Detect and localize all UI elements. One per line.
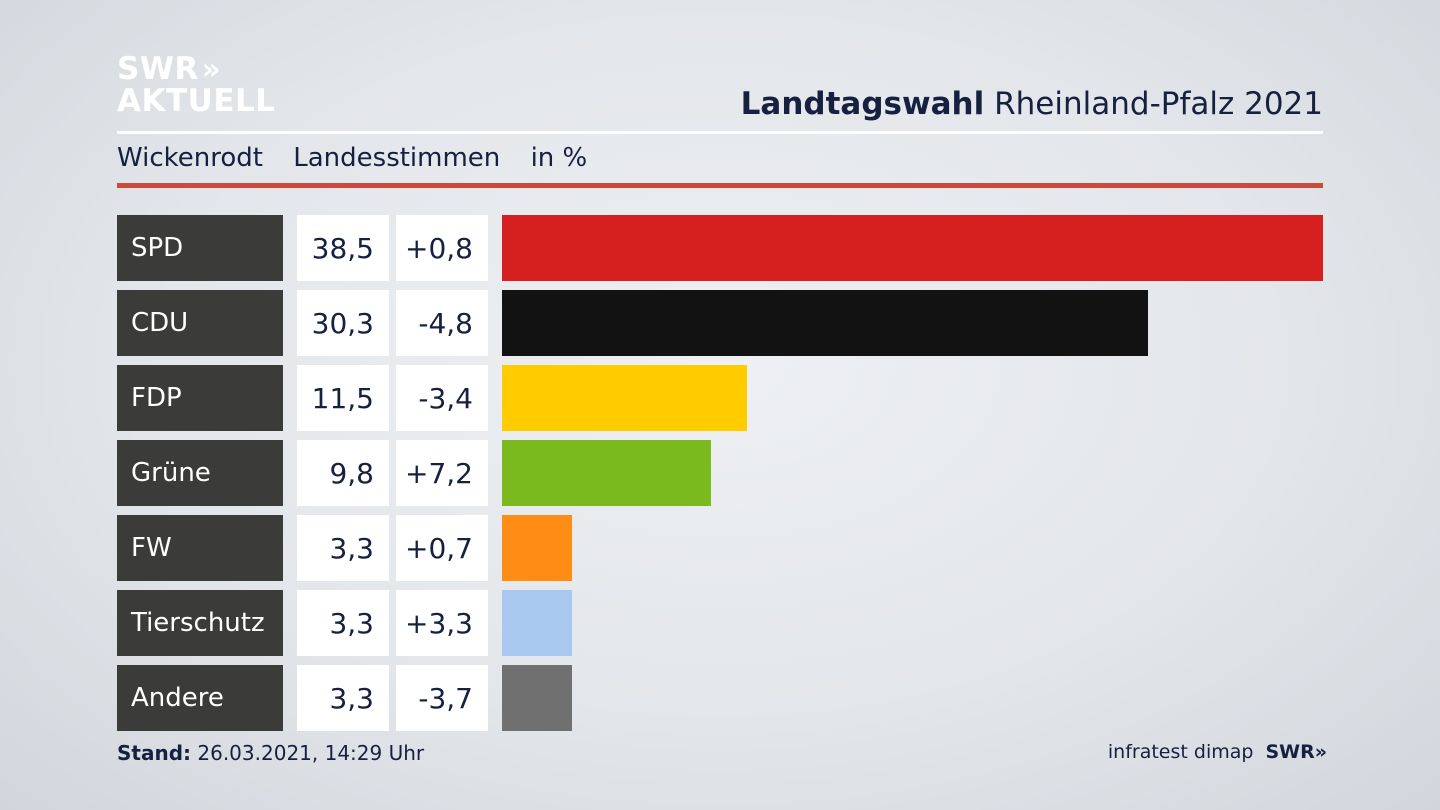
title-bold: Landtagswahl <box>740 86 985 122</box>
swr-aktuell-logo: SWR » AKTUELL <box>117 53 276 117</box>
change-label: -3,7 <box>396 665 488 731</box>
party-label: Andere <box>117 665 283 731</box>
value-label: 3,3 <box>297 590 389 656</box>
change-label: +0,7 <box>396 515 488 581</box>
party-label: FW <box>117 515 283 581</box>
source-text: infratest dimap <box>1107 741 1254 763</box>
footer-swr-logo: SWR <box>1265 741 1315 763</box>
party-label: Grüne <box>117 440 283 506</box>
party-label: CDU <box>117 290 283 356</box>
timestamp: Stand: 26.03.2021, 14:29 Uhr <box>117 741 424 765</box>
change-label: -4,8 <box>396 290 488 356</box>
subtitle-divider <box>117 183 1323 188</box>
bar-tierschutz <box>502 590 572 656</box>
change-label: +0,8 <box>396 215 488 281</box>
party-label: SPD <box>117 215 283 281</box>
subtitle-place: Wickenrodt <box>117 143 263 173</box>
chart-title: Landtagswahl Rheinland-Pfalz 2021 <box>741 86 1323 122</box>
logo-aktuell-text: AKTUELL <box>117 83 276 119</box>
source-credit: infratest dimap SWR » <box>1107 741 1327 763</box>
subtitle-unit: in % <box>530 143 588 173</box>
bar-spd <box>502 215 1323 281</box>
bar-fw <box>502 515 572 581</box>
change-label: +3,3 <box>396 590 488 656</box>
footer-chevron-icon: » <box>1314 741 1327 763</box>
value-label: 3,3 <box>297 515 389 581</box>
bar-fdp <box>502 365 747 431</box>
subtitle-measure: Landesstimmen <box>293 143 501 173</box>
value-label: 11,5 <box>297 365 389 431</box>
logo-swr-text: SWR <box>117 51 199 87</box>
value-label: 30,3 <box>297 290 389 356</box>
stand-label: Stand: <box>117 741 192 765</box>
party-label: FDP <box>117 365 283 431</box>
header-divider <box>117 131 1323 134</box>
party-label: Tierschutz <box>117 590 283 656</box>
stand-value: 26.03.2021, 14:29 Uhr <box>197 741 425 765</box>
value-label: 38,5 <box>297 215 389 281</box>
change-label: +7,2 <box>396 440 488 506</box>
bar-grüne <box>502 440 711 506</box>
title-rest: Rheinland-Pfalz 2021 <box>994 86 1323 122</box>
value-label: 3,3 <box>297 665 389 731</box>
bar-andere <box>502 665 572 731</box>
value-label: 9,8 <box>297 440 389 506</box>
chart-subtitle: Wickenrodt Landesstimmen in % <box>117 143 609 173</box>
bar-cdu <box>502 290 1148 356</box>
change-label: -3,4 <box>396 365 488 431</box>
